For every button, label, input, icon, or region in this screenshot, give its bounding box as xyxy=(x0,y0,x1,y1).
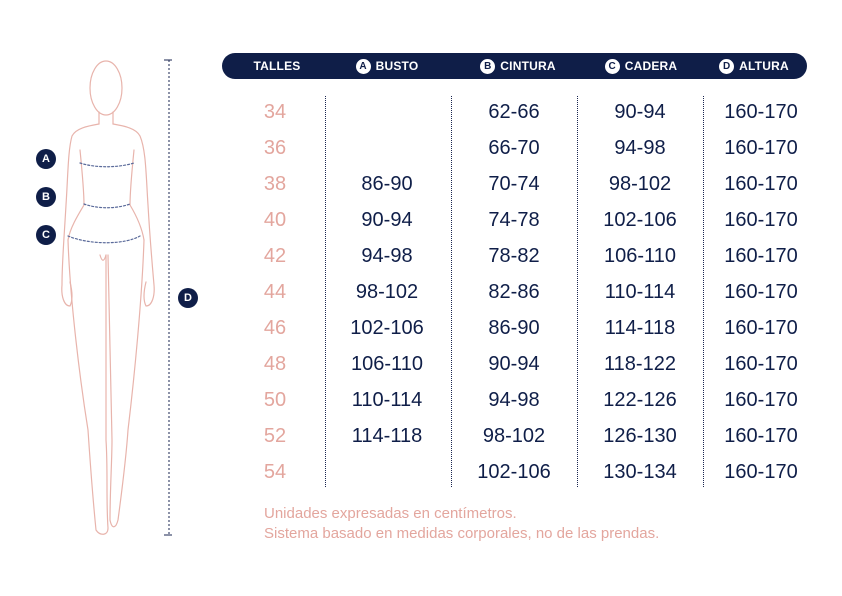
marker-b-icon: B xyxy=(36,187,56,207)
column-divider xyxy=(325,96,326,487)
cell-altura: 160-170 xyxy=(724,172,798,195)
cell-talle: 52 xyxy=(263,424,287,447)
badge-b-icon: B xyxy=(480,58,496,74)
note-system: Sistema basado en medidas corporales, no… xyxy=(264,525,660,542)
cell-busto xyxy=(328,130,446,166)
cell-talle: 44 xyxy=(263,280,287,303)
cell-altura: 160-170 xyxy=(724,100,798,123)
cell-altura: 160-170 xyxy=(724,388,798,411)
body-figure-area: A B C D xyxy=(0,0,210,596)
cell-altura: 160-170 xyxy=(724,424,798,447)
marker-d-icon: D xyxy=(178,288,198,308)
header-cadera: C CADERA xyxy=(579,53,703,79)
cell-busto: 114-118 xyxy=(351,424,423,447)
badge-c-icon: C xyxy=(604,58,620,74)
cell-cadera: 106-110 xyxy=(604,244,676,267)
header-talles: TALLES xyxy=(232,53,322,79)
cell-talle: 50 xyxy=(263,388,287,411)
cell-cintura: 78-82 xyxy=(488,244,540,267)
cell-cadera: 126-130 xyxy=(603,424,677,447)
table-header: TALLES A BUSTO B CINTURA C CADERA D ALTU… xyxy=(222,53,807,79)
column-divider xyxy=(703,96,704,487)
cell-cintura: 86-90 xyxy=(488,316,540,339)
cell-altura: 160-170 xyxy=(724,136,798,159)
cell-cadera: 94-98 xyxy=(614,136,666,159)
body-figure-illustration xyxy=(61,59,172,536)
column-divider xyxy=(577,96,578,487)
cell-cadera: 90-94 xyxy=(614,100,666,123)
header-cintura-label: CINTURA xyxy=(500,59,556,73)
cell-cintura: 94-98 xyxy=(488,388,540,411)
cell-talle: 54 xyxy=(263,460,287,483)
marker-c-icon: C xyxy=(36,225,56,245)
cell-cintura: 74-78 xyxy=(488,208,540,231)
cell-altura: 160-170 xyxy=(724,460,798,483)
cell-busto: 86-90 xyxy=(361,172,413,195)
cell-talle: 38 xyxy=(263,172,287,195)
cell-busto: 90-94 xyxy=(361,208,413,231)
cell-cadera: 98-102 xyxy=(608,172,672,195)
cell-busto: 98-102 xyxy=(355,280,419,303)
cell-cintura: 90-94 xyxy=(488,352,540,375)
header-altura-label: ALTURA xyxy=(739,59,789,73)
cell-cintura: 62-66 xyxy=(488,100,540,123)
cell-altura: 160-170 xyxy=(724,244,798,267)
cell-talle: 40 xyxy=(263,208,287,231)
cell-busto: 110-114 xyxy=(351,388,423,411)
cell-cintura: 70-74 xyxy=(488,172,540,195)
note-units: Unidades expresadas en centímetros. xyxy=(264,505,517,522)
marker-a-icon: A xyxy=(36,149,56,169)
cell-talle: 36 xyxy=(263,136,287,159)
cell-cintura: 102-106 xyxy=(477,460,551,483)
cell-cintura: 98-102 xyxy=(482,424,546,447)
cell-busto xyxy=(328,454,446,490)
cell-busto xyxy=(328,94,446,130)
cell-cadera: 110-114 xyxy=(604,280,676,303)
cell-cadera: 118-122 xyxy=(604,352,676,375)
cell-talle: 48 xyxy=(263,352,287,375)
badge-d-icon: D xyxy=(719,58,735,74)
cell-altura: 160-170 xyxy=(724,316,798,339)
header-cadera-label: CADERA xyxy=(624,59,678,73)
cell-cadera: 114-118 xyxy=(604,316,676,339)
header-altura: D ALTURA xyxy=(704,53,804,79)
header-busto: A BUSTO xyxy=(327,53,447,79)
cell-busto: 106-110 xyxy=(351,352,423,375)
header-cintura: B CINTURA xyxy=(454,53,582,79)
cell-cadera: 102-106 xyxy=(603,208,677,231)
cell-cintura: 66-70 xyxy=(488,136,540,159)
header-talles-label: TALLES xyxy=(253,59,301,73)
cell-altura: 160-170 xyxy=(724,352,798,375)
badge-a-icon: A xyxy=(355,58,371,74)
cell-cadera: 130-134 xyxy=(603,460,677,483)
column-divider xyxy=(451,96,452,487)
cell-busto: 94-98 xyxy=(361,244,413,267)
cell-cadera: 122-126 xyxy=(603,388,677,411)
cell-talle: 34 xyxy=(263,100,287,123)
cell-altura: 160-170 xyxy=(724,280,798,303)
cell-busto: 102-106 xyxy=(350,316,424,339)
cell-talle: 42 xyxy=(263,244,287,267)
cell-talle: 46 xyxy=(263,316,287,339)
cell-altura: 160-170 xyxy=(724,208,798,231)
header-busto-label: BUSTO xyxy=(375,59,419,73)
cell-cintura: 82-86 xyxy=(488,280,540,303)
